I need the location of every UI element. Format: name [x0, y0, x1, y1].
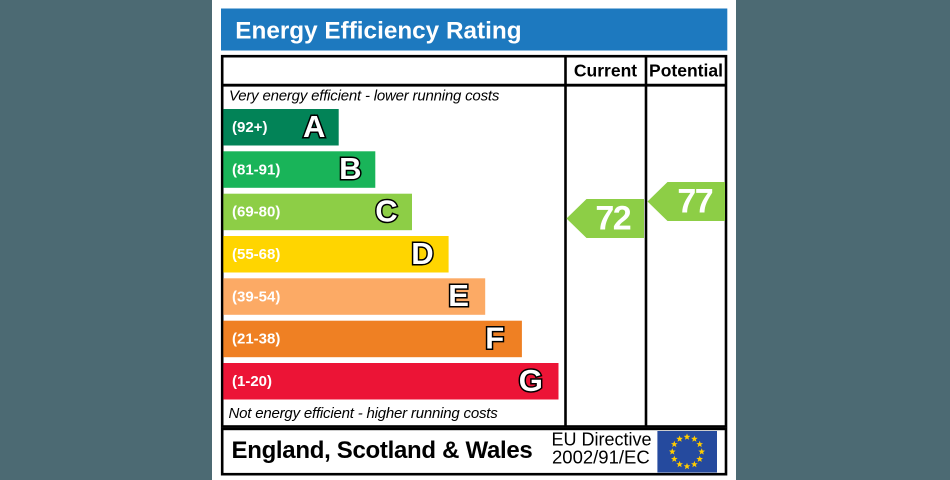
svg-text:(69-80): (69-80)	[232, 204, 280, 221]
svg-text:(81-91): (81-91)	[232, 161, 280, 178]
svg-text:Energy Efficiency Rating: Energy Efficiency Rating	[235, 18, 521, 45]
svg-text:A: A	[303, 109, 325, 144]
svg-text:EU Directive: EU Directive	[552, 430, 652, 450]
svg-text:77: 77	[677, 183, 712, 221]
svg-text:England, Scotland & Wales: England, Scotland & Wales	[232, 437, 533, 464]
svg-text:D: D	[411, 236, 433, 271]
svg-text:(39-54): (39-54)	[232, 288, 280, 305]
svg-text:(1-20): (1-20)	[232, 373, 272, 390]
svg-text:E: E	[448, 278, 469, 313]
svg-text:2002/91/EC: 2002/91/EC	[552, 447, 650, 468]
svg-text:C: C	[375, 194, 397, 229]
svg-text:Very energy efficient - lower: Very energy efficient - lower running co…	[229, 88, 500, 105]
svg-text:72: 72	[595, 200, 630, 238]
svg-text:G: G	[519, 363, 543, 398]
svg-text:B: B	[339, 151, 361, 186]
svg-text:F: F	[485, 321, 504, 356]
svg-text:Not energy efficient - higher: Not energy efficient - higher running co…	[229, 405, 499, 422]
svg-text:(92+): (92+)	[232, 119, 267, 136]
svg-text:Potential: Potential	[649, 61, 723, 81]
svg-text:Current: Current	[574, 61, 637, 81]
svg-text:(55-68): (55-68)	[232, 246, 280, 263]
svg-text:(21-38): (21-38)	[232, 331, 280, 348]
